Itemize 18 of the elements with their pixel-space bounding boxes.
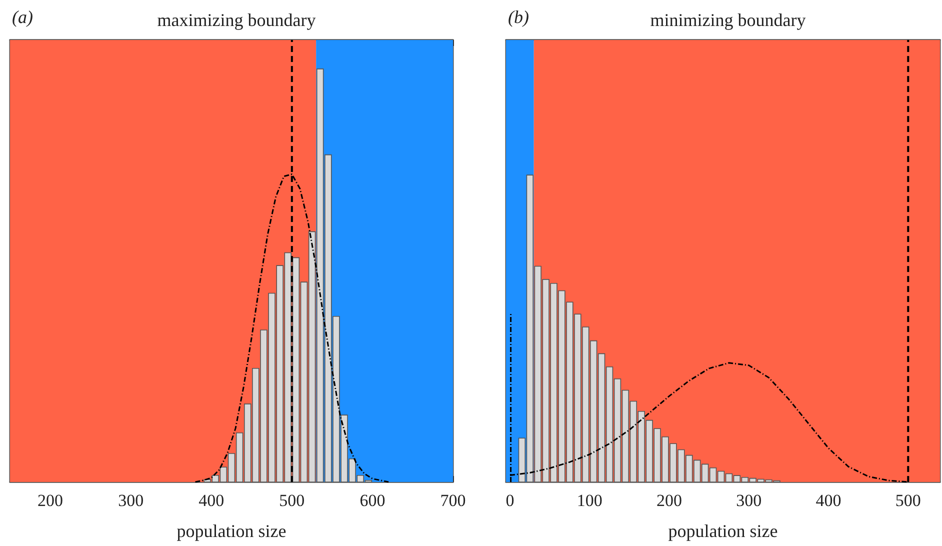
x-tick-label: 100	[576, 491, 602, 510]
x-tick-label: 400	[816, 491, 842, 510]
x-tick-label: 700	[440, 491, 466, 510]
chart-title: maximizing boundary	[157, 10, 316, 30]
x-tick-label: 400	[198, 491, 224, 510]
x-tick-label: 200	[38, 491, 64, 510]
x-axis-title: population size	[668, 521, 778, 541]
x-tick-label: 500	[895, 491, 921, 510]
x-tick-label: 300	[118, 491, 144, 510]
x-tick-label: 300	[736, 491, 762, 510]
chart-title: minimizing boundary	[650, 10, 806, 30]
x-tick-label: 500	[279, 491, 305, 510]
text: (a)	[12, 7, 33, 27]
x-axis-title: population size	[176, 521, 286, 541]
x-tick-label: 600	[360, 491, 386, 510]
text: (b)	[508, 7, 529, 27]
x-tick-label: 0	[506, 491, 514, 510]
x-tick-label: 200	[656, 491, 682, 510]
